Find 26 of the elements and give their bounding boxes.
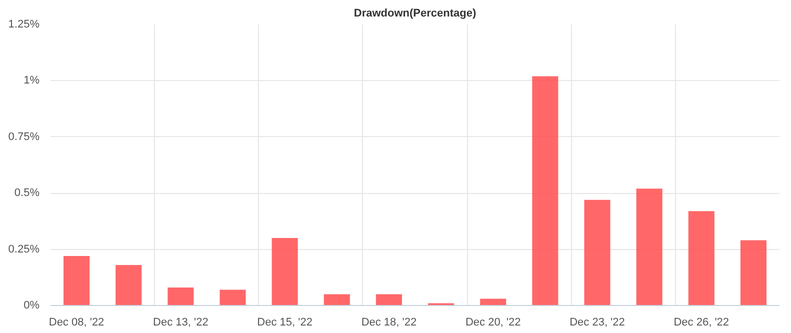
chart-title: Drawdown(Percentage) xyxy=(354,8,476,20)
y-tick-label: 0% xyxy=(24,300,40,312)
bar xyxy=(688,211,714,306)
y-tick-label: 0.25% xyxy=(8,243,40,256)
bar xyxy=(272,238,298,306)
bar xyxy=(740,240,766,306)
bar xyxy=(376,294,402,306)
bar xyxy=(64,256,90,306)
bar xyxy=(324,294,350,306)
y-tick-label: 0.5% xyxy=(14,187,40,200)
x-tick-label: Dec 26, '22 xyxy=(674,316,730,328)
bar xyxy=(532,76,558,306)
bar xyxy=(584,200,610,306)
y-tick-label: 1.25% xyxy=(8,18,40,30)
x-tick-label: Dec 15, '22 xyxy=(257,316,312,328)
bar xyxy=(116,265,142,306)
bar xyxy=(168,288,194,306)
y-tick-label: 1% xyxy=(24,74,40,87)
bar xyxy=(636,188,662,306)
x-tick-label: Dec 18, '22 xyxy=(361,316,417,328)
y-tick-label: 0.75% xyxy=(8,130,40,143)
x-tick-label: Dec 08, '22 xyxy=(48,316,104,328)
x-tick-label: Dec 13, '22 xyxy=(153,316,208,328)
x-tick-label: Dec 23, '22 xyxy=(570,316,625,328)
bar xyxy=(220,290,246,306)
x-tick-label: Dec 20, '22 xyxy=(465,316,521,328)
